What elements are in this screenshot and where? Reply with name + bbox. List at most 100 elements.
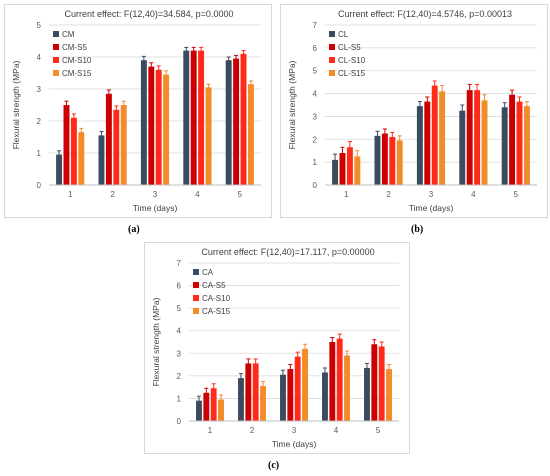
y-tick-label: 2 <box>37 117 42 126</box>
bar <box>70 117 77 185</box>
x-tick-label: 4 <box>471 190 476 199</box>
y-tick-label: 3 <box>37 85 42 94</box>
y-tick-label: 7 <box>177 259 182 268</box>
y-tick-label: 5 <box>313 67 318 76</box>
y-tick-label: 7 <box>313 21 318 30</box>
legend-swatch <box>53 44 59 50</box>
chart-panel-a: Current effect: F(12,40)=34.584, p=0.000… <box>4 4 272 218</box>
bar <box>56 154 63 185</box>
bar <box>424 101 431 185</box>
legend-label: CA-S15 <box>202 307 231 316</box>
legend-label: CM-S15 <box>62 69 92 78</box>
y-tick-label: 5 <box>37 21 42 30</box>
bar <box>396 140 403 185</box>
x-tick-label: 2 <box>110 190 115 199</box>
bar <box>247 84 254 185</box>
y-tick-label: 4 <box>177 327 182 336</box>
bar <box>371 344 378 421</box>
bar <box>336 338 343 421</box>
bar <box>364 367 370 421</box>
caption-c: (c) <box>268 460 280 471</box>
bar <box>233 58 240 185</box>
x-tick-label: 1 <box>208 426 213 435</box>
bar <box>105 93 112 185</box>
legend-label: CL-S10 <box>338 56 366 65</box>
x-axis-label: Time (days) <box>272 439 317 449</box>
y-axis-label: Flexural strength (MPa) <box>11 60 21 149</box>
chart-title: Current effect: F(12,40)=4.5746, p=0.000… <box>338 9 512 19</box>
y-tick-label: 0 <box>177 417 182 426</box>
bar <box>322 372 328 421</box>
bar <box>190 50 197 185</box>
legend-swatch <box>193 282 199 288</box>
bar <box>155 69 162 185</box>
legend-swatch <box>193 269 199 275</box>
y-tick-label: 6 <box>313 44 318 53</box>
y-tick-label: 0 <box>37 181 42 190</box>
legend-label: CM <box>62 30 75 39</box>
bar <box>466 90 473 185</box>
bar <box>523 106 530 185</box>
bar <box>294 356 301 421</box>
bar <box>63 105 70 185</box>
x-tick-label: 5 <box>238 190 243 199</box>
bar <box>120 105 127 185</box>
legend-swatch <box>193 308 199 314</box>
bar <box>98 135 105 185</box>
bar <box>354 156 361 185</box>
bar <box>431 85 438 185</box>
bar <box>183 50 190 185</box>
x-tick-label: 3 <box>429 190 434 199</box>
bar <box>210 388 217 421</box>
bar <box>78 132 85 185</box>
bar <box>280 374 286 421</box>
bar-chart-a: Current effect: F(12,40)=34.584, p=0.000… <box>11 9 261 213</box>
bar <box>203 392 210 421</box>
x-axis-label: Time (days) <box>133 203 178 213</box>
bar <box>225 60 232 186</box>
y-tick-label: 1 <box>313 158 318 167</box>
chart-panel-b: Current effect: F(12,40)=4.5746, p=0.000… <box>280 4 548 218</box>
y-tick-label: 2 <box>313 135 318 144</box>
bar <box>381 133 388 185</box>
bar <box>196 400 202 421</box>
bar <box>329 342 336 421</box>
bar <box>240 53 247 185</box>
legend-swatch <box>329 31 335 37</box>
legend-label: CM-S10 <box>62 56 92 65</box>
bar <box>374 135 381 185</box>
bar <box>389 137 396 185</box>
x-tick-label: 5 <box>376 426 381 435</box>
legend-swatch <box>193 295 199 301</box>
bar <box>416 106 423 185</box>
legend-swatch <box>53 57 59 63</box>
legend-label: CA-S5 <box>202 281 226 290</box>
legend-swatch <box>329 57 335 63</box>
y-tick-label: 3 <box>177 349 182 358</box>
legend-label: CA <box>202 268 214 277</box>
x-tick-label: 2 <box>250 426 255 435</box>
bar <box>501 107 508 185</box>
bar <box>332 159 339 185</box>
bar <box>378 346 385 421</box>
bar <box>509 94 516 185</box>
y-tick-label: 2 <box>177 372 182 381</box>
caption-b: (b) <box>411 224 424 235</box>
x-tick-label: 1 <box>68 190 73 199</box>
bar <box>198 50 205 185</box>
legend-label: CM-S5 <box>62 43 87 52</box>
y-tick-label: 4 <box>37 53 42 62</box>
y-tick-label: 0 <box>313 181 318 190</box>
legend-label: CA-S10 <box>202 294 231 303</box>
bar <box>344 355 350 421</box>
bar <box>140 60 147 186</box>
legend-swatch <box>329 44 335 50</box>
bar <box>386 369 392 421</box>
bar <box>163 74 170 185</box>
x-tick-label: 3 <box>292 426 297 435</box>
x-axis-label: Time (days) <box>409 203 454 213</box>
bar <box>252 363 259 421</box>
bar <box>516 101 523 185</box>
x-tick-label: 5 <box>514 190 519 199</box>
y-tick-label: 5 <box>177 304 182 313</box>
